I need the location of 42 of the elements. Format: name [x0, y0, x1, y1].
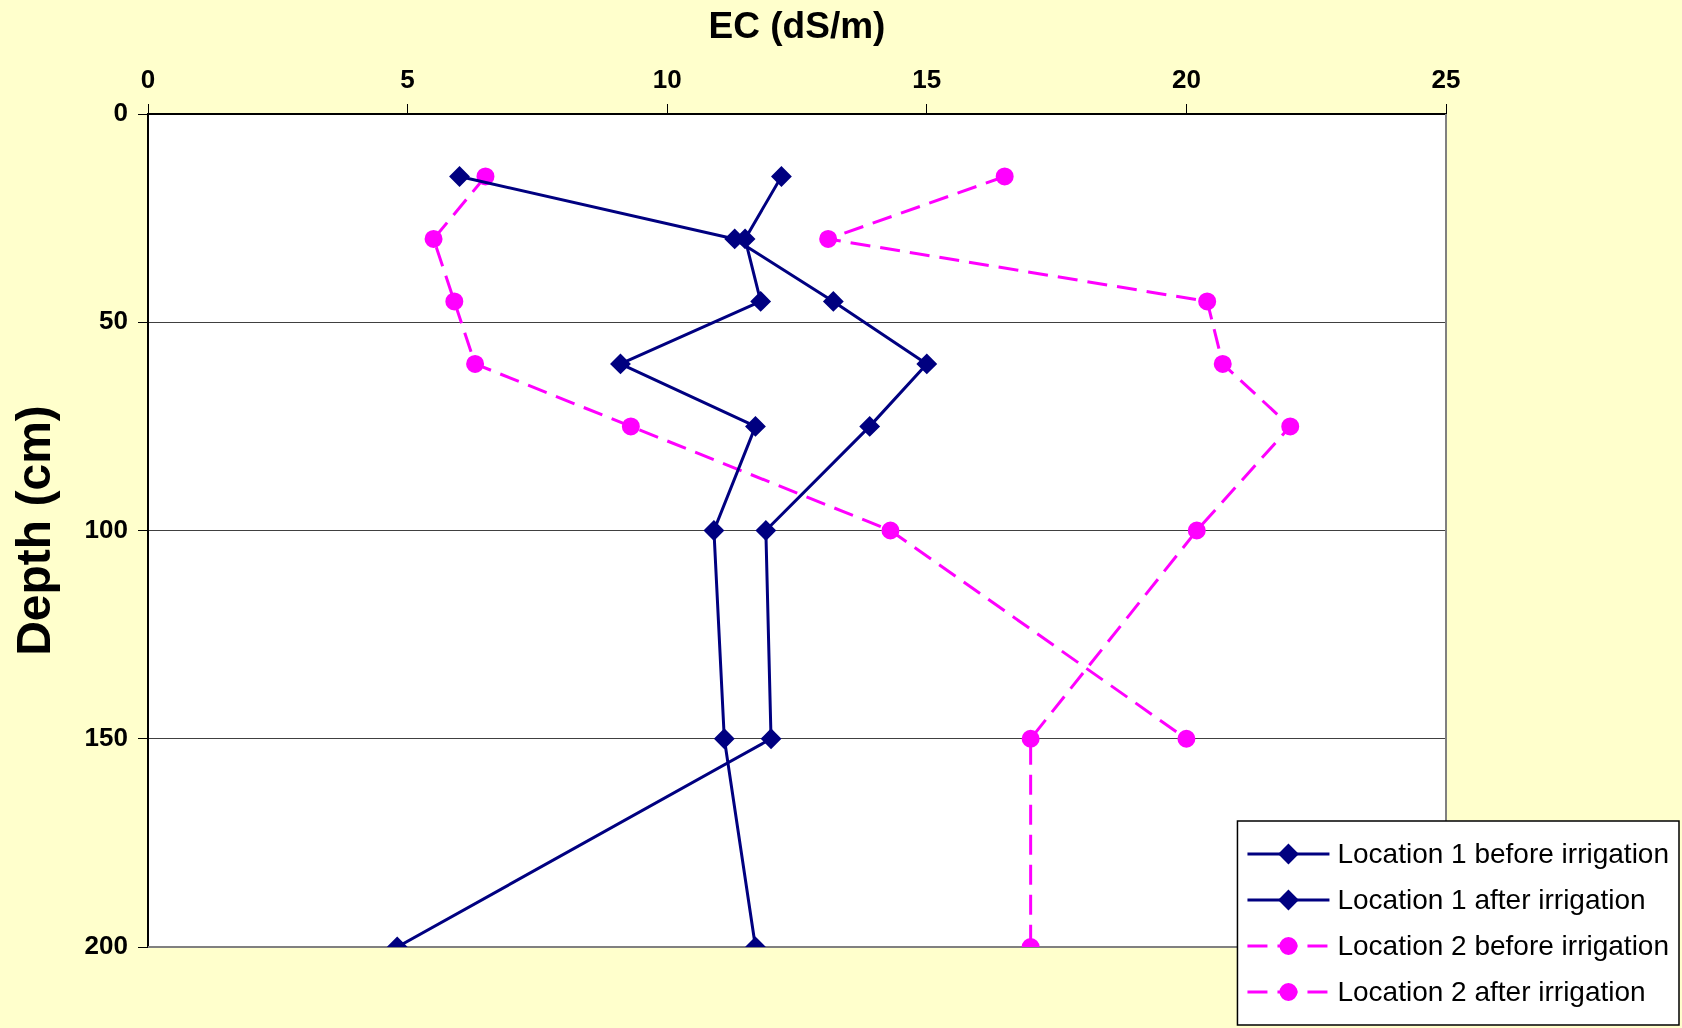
point — [621, 417, 640, 436]
point — [761, 728, 782, 749]
point — [916, 353, 937, 374]
y-tick-label: 50 — [99, 305, 128, 336]
point — [714, 728, 735, 749]
point — [859, 416, 880, 437]
point — [703, 520, 724, 541]
x-tick-label: 15 — [912, 63, 942, 94]
point — [1281, 417, 1300, 436]
y-tick-label: 200 — [84, 930, 128, 961]
point — [445, 292, 464, 311]
point — [1177, 729, 1196, 748]
x-tick-label: 0 — [140, 63, 156, 94]
point — [449, 166, 470, 187]
point — [1187, 521, 1206, 540]
y-tick-label: 100 — [84, 513, 128, 544]
y-axis-title: Depth (cm) — [7, 405, 61, 656]
x-tick-label: 25 — [1431, 63, 1461, 94]
x-tick-label: 10 — [652, 63, 682, 94]
point — [995, 167, 1014, 186]
x-tick-label: 5 — [400, 63, 415, 94]
point — [610, 353, 631, 374]
point — [1213, 354, 1232, 373]
point — [1198, 292, 1217, 311]
point — [755, 520, 776, 541]
point — [771, 166, 792, 187]
x-tick-label: 20 — [1171, 63, 1201, 94]
y-tick-label: 150 — [84, 721, 128, 752]
legend-label: Location 1 before irrigation — [1337, 837, 1669, 869]
point — [466, 354, 485, 373]
legend-label: Location 1 after irrigation — [1337, 883, 1646, 915]
x-axis-title: EC (dS/m) — [708, 5, 886, 47]
point — [750, 291, 771, 312]
point — [881, 521, 900, 540]
point — [819, 229, 838, 248]
legend-label: Location 2 before irrigation — [1337, 929, 1669, 961]
point — [424, 229, 443, 248]
point — [823, 291, 844, 312]
point — [1021, 729, 1040, 748]
y-tick-label: 0 — [113, 97, 128, 128]
point — [745, 416, 766, 437]
legend-label: Location 2 after irrigation — [1337, 975, 1646, 1007]
